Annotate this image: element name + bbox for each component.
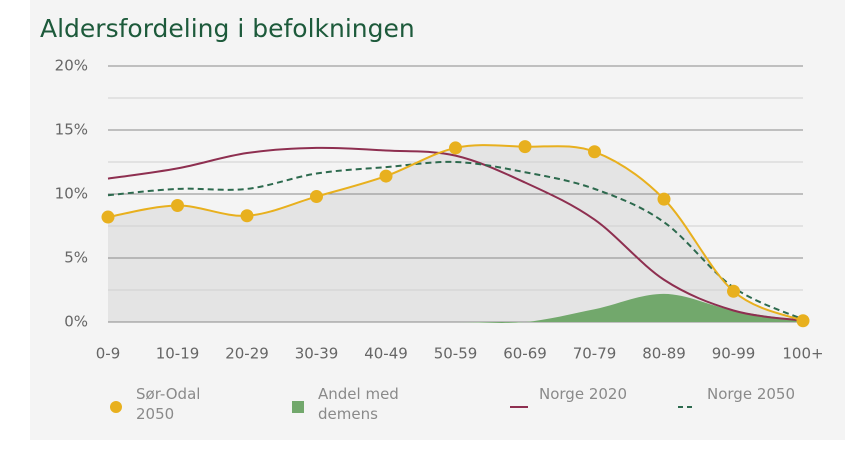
marker (379, 169, 393, 183)
marker (310, 190, 323, 204)
marker (449, 141, 462, 155)
x-tick-label: 50-59 (434, 345, 478, 363)
y-tick-label: 15% (55, 121, 88, 139)
y-tick-label: 10% (55, 185, 88, 203)
marker (588, 145, 601, 159)
x-tick-label: 90-99 (712, 345, 756, 363)
marker (657, 192, 671, 206)
x-tick-label: 40-49 (364, 345, 408, 363)
x-tick-label: 0-9 (96, 345, 121, 363)
y-tick-label: 5% (64, 249, 88, 267)
legend-marker (110, 401, 122, 413)
x-tick-label: 20-29 (225, 345, 269, 363)
x-tick-label: 80-89 (642, 345, 686, 363)
x-tick-label: 30-39 (295, 345, 339, 363)
legend-swatch (292, 401, 304, 413)
legend-label: Norge 2050 (707, 385, 795, 403)
marker (101, 210, 115, 224)
x-tick-label: 100+ (782, 345, 823, 363)
area (108, 293, 803, 323)
y-tick-label: 0% (64, 313, 88, 331)
legend-icon (292, 401, 304, 413)
legend-label: Norge 2020 (539, 385, 627, 403)
marker (518, 140, 532, 154)
marker (240, 209, 254, 223)
x-tick-label: 60-69 (503, 345, 547, 363)
series-fill (108, 145, 803, 322)
x-tick-label: 10-19 (156, 345, 200, 363)
legend-label: Andel med demens (318, 385, 399, 423)
line (107, 146, 804, 322)
marker (727, 284, 740, 298)
marker (171, 199, 184, 213)
chart-title: Aldersfordeling i befolkningen (40, 14, 415, 43)
legend-icon (110, 401, 122, 413)
line (107, 160, 804, 321)
legend-label: Sør-Odal 2050 (136, 385, 201, 423)
marker (796, 314, 810, 328)
x-tick-label: 70-79 (573, 345, 617, 363)
y-tick-label: 20% (55, 57, 88, 75)
